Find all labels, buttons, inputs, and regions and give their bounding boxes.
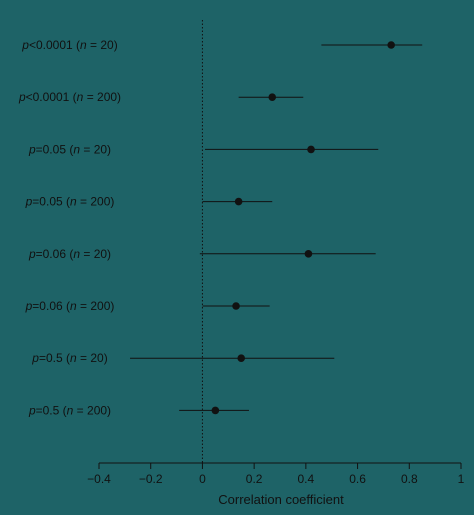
forest-row: p=0.05 (n = 200) <box>25 195 273 209</box>
forest-row: p<0.0001 (n = 20) <box>21 38 423 52</box>
row-label: p<0.0001 (n = 200) <box>18 90 121 104</box>
row-label: p=0.5 (n = 20) <box>31 351 107 365</box>
x-tick-label: 0.6 <box>349 472 366 486</box>
point-estimate <box>232 302 240 310</box>
point-estimate <box>237 354 246 363</box>
point-estimate <box>268 93 277 101</box>
forest-row: p<0.0001 (n = 200) <box>18 90 304 104</box>
point-estimate <box>307 145 315 154</box>
row-label: p=0.5 (n = 200) <box>28 403 111 417</box>
row-label: p<0.0001 (n = 20) <box>21 38 117 52</box>
forest-row: p=0.5 (n = 200) <box>28 403 249 417</box>
x-tick-label: 0.2 <box>246 472 263 486</box>
forest-row: p=0.5 (n = 20) <box>31 351 335 365</box>
point-estimate <box>234 197 243 206</box>
forest-row: p=0.06 (n = 200) <box>25 299 270 313</box>
point-estimate <box>387 41 395 49</box>
x-tick-label: 0.8 <box>401 472 418 486</box>
rows-group: p<0.0001 (n = 20) p<0.0001 (n = 200) p=0.0… <box>18 38 423 417</box>
x-tick-label: −0.4 <box>87 472 111 486</box>
row-label: p=0.06 (n = 200) <box>25 299 115 313</box>
row-label: p=0.05 (n = 200) <box>25 195 115 209</box>
x-tick-label: 1 <box>458 472 465 486</box>
x-axis: −0.4 −0.2 0 0.2 0.4 0.6 0.8 1 <box>87 462 465 486</box>
x-axis-title: Correlation coefficient <box>218 492 344 507</box>
row-label: p=0.05 (n = 20) <box>28 142 111 156</box>
x-tick-label: 0.4 <box>298 472 315 486</box>
x-tick-label: 0 <box>199 472 206 486</box>
forest-row: p=0.06 (n = 20) <box>28 247 376 261</box>
point-estimate <box>211 406 220 415</box>
x-tick-label: −0.2 <box>139 472 163 486</box>
forest-row: p=0.05 (n = 20) <box>28 142 379 156</box>
point-estimate <box>304 250 313 258</box>
row-label: p=0.06 (n = 20) <box>28 247 111 261</box>
